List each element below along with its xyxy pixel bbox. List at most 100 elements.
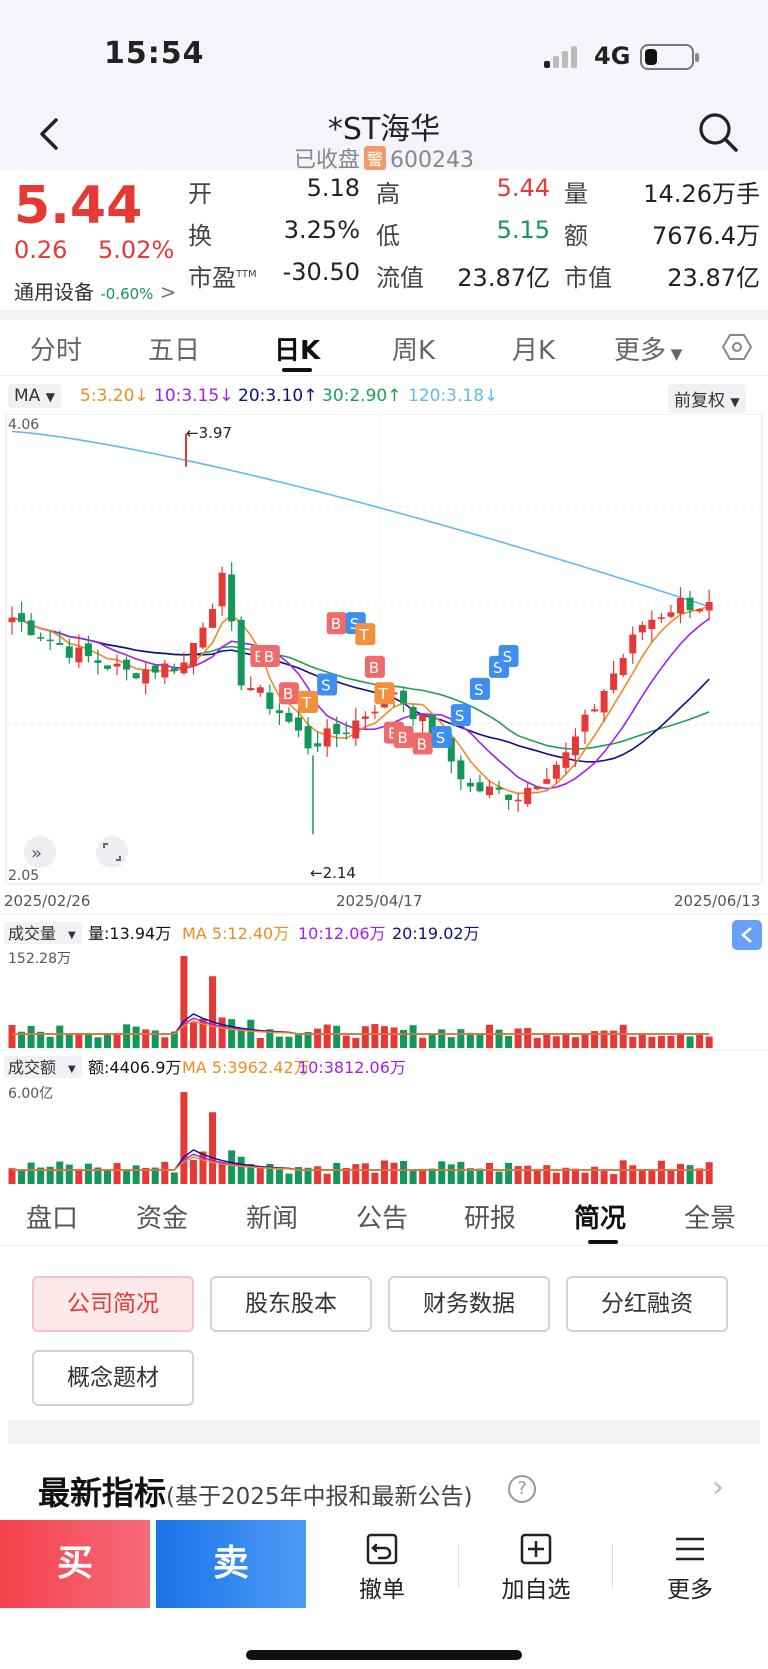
home-indicator [246,1650,522,1660]
volume-bar [447,1164,455,1184]
amount-panel-select[interactable]: 成交额 ▼ [4,1056,82,1078]
financial-data-button[interactable]: 财务数据 [388,1276,550,1332]
bottom-separator [458,1544,459,1588]
search-icon[interactable] [696,110,740,154]
add-watchlist-button[interactable]: 加自选 [476,1532,596,1604]
volume-bar [524,1165,532,1184]
svg-text:S: S [455,707,465,725]
collapse-panel-button[interactable] [732,920,762,950]
buy-marker: B [259,644,280,667]
candle-body [189,642,197,667]
period-tabs: 分时 五日 日K 周K 月K 更多 ▼ [0,320,768,376]
volume-bar [495,1171,503,1184]
volume-bar [256,1037,264,1048]
tab-overview[interactable]: 全景 [684,1204,737,1234]
cancel-order-button[interactable]: 撤单 [322,1532,442,1604]
tab-more[interactable]: 更多 ▼ [614,336,683,366]
battery-icon [640,44,699,70]
volume-bar [27,1025,35,1048]
volume-bar [170,1031,178,1048]
volume-bar [209,976,217,1048]
tab-five-day[interactable]: 五日 [148,336,201,366]
back-arrow-icon[interactable] [30,114,70,154]
adjust-select[interactable]: 前复权 ▼ [668,384,746,413]
shareholders-button[interactable]: 股东股本 [210,1276,372,1332]
latest-indicators-title[interactable]: 最新指标(基于2025年中报和最新公告) [38,1474,473,1512]
t-marker: T [355,623,376,646]
status-bar: 15:54 4G [0,0,768,100]
tab-monthly-k[interactable]: 月K [512,336,556,366]
candle-body [705,601,713,611]
candle-body [361,716,369,719]
ma20-line [11,616,710,763]
sell-button[interactable]: 卖 [156,1520,306,1608]
quote-panel: 5.44 0.26 5.02% 通用设备 -0.60% > 开 5.18 高 5… [0,170,768,310]
volume-bar [419,1037,427,1048]
tab-news[interactable]: 新闻 [246,1204,299,1234]
tab-daily-k[interactable]: 日K [274,336,321,366]
candle-body [581,714,589,732]
volume-bar [371,1024,379,1048]
concepts-button[interactable]: 概念题材 [32,1350,194,1406]
volume-bar [84,1163,92,1184]
stock-header: *ST海华 已收盘警 600243 [0,100,768,173]
tab-intraday[interactable]: 分时 [30,336,83,366]
tab-weekly-k[interactable]: 周K [392,336,436,366]
dividend-button[interactable]: 分红融资 [566,1276,728,1332]
date-label-mid: 2025/04/17 [336,892,422,910]
volume-bar [304,1167,312,1184]
price-change-pct: 5.02% [98,236,175,264]
volume-bar [524,1028,532,1048]
volume-bar [533,1169,541,1184]
volume-bar [189,1159,197,1184]
tab-announcements[interactable]: 公告 [356,1204,409,1234]
candle-body [533,786,541,790]
volume-bar [104,1033,111,1048]
amount-bars [8,1092,713,1184]
tab-funds[interactable]: 资金 [136,1204,189,1234]
more-button[interactable]: 更多 [630,1532,750,1604]
fullscreen-button[interactable] [96,836,128,868]
volume-bar [151,1030,159,1048]
candle-body [275,710,283,714]
sector-link[interactable]: 通用设备 -0.60% > [14,280,177,304]
candle-body [56,643,64,645]
volume-bar [8,1025,16,1048]
volume-bar [380,1160,388,1184]
volume-bar [380,1026,388,1048]
candle-body [619,658,627,676]
volume-ma20: 20:19.02万 [392,924,480,943]
tab-orderbook[interactable]: 盘口 [26,1204,79,1234]
candle-body [696,609,704,612]
candle-body [610,673,618,690]
candle-body [562,752,570,768]
tab-research[interactable]: 研报 [464,1204,517,1234]
volume-bar [8,1168,16,1184]
volume-bar [514,1028,522,1048]
help-icon[interactable]: ? [508,1475,536,1503]
volume-bar [552,1172,560,1184]
volume-panel-select[interactable]: 成交量 ▼ [4,922,82,944]
price-change: 0.26 [14,236,68,264]
status-time: 15:54 [104,36,205,71]
svg-text:»: » [31,843,42,864]
tab-profile[interactable]: 简况 [574,1204,627,1234]
settings-hexagon-icon[interactable] [722,332,752,362]
buy-button[interactable]: 买 [0,1520,150,1608]
volume-bar [256,1167,264,1184]
cancel-order-icon [366,1533,398,1565]
ma-select[interactable]: MA ▼ [8,384,61,408]
company-profile-button[interactable]: 公司简况 [32,1276,194,1332]
volume-bar [581,1034,589,1048]
expand-chart-button[interactable]: » [24,836,56,868]
chevron-right-icon[interactable]: › [712,1470,724,1505]
volume-bar [352,1037,360,1048]
open-value: 5.18 [306,174,360,202]
candle-body [657,617,665,619]
candle-body [161,663,169,678]
svg-text:▼: ▼ [68,1064,76,1075]
volume-bar [696,1168,704,1184]
svg-text:B: B [283,685,293,703]
volume-bar [285,1173,293,1184]
